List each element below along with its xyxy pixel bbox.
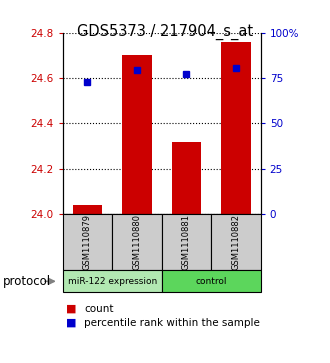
Text: GSM1110882: GSM1110882 [231,214,241,270]
Bar [172,142,201,214]
Text: GSM1110879: GSM1110879 [83,214,92,270]
Text: control: control [195,277,227,286]
Text: GSM1110880: GSM1110880 [132,214,142,270]
Text: ■: ■ [66,303,77,314]
Text: GDS5373 / 217904_s_at: GDS5373 / 217904_s_at [77,24,253,40]
Text: miR-122 expression: miR-122 expression [68,277,157,286]
Bar [73,205,102,214]
Text: ■: ■ [66,318,77,328]
Text: percentile rank within the sample: percentile rank within the sample [84,318,260,328]
Text: protocol: protocol [3,275,51,288]
Bar [221,42,251,214]
Text: count: count [84,303,114,314]
Bar [122,55,152,214]
Text: GSM1110881: GSM1110881 [182,214,191,270]
